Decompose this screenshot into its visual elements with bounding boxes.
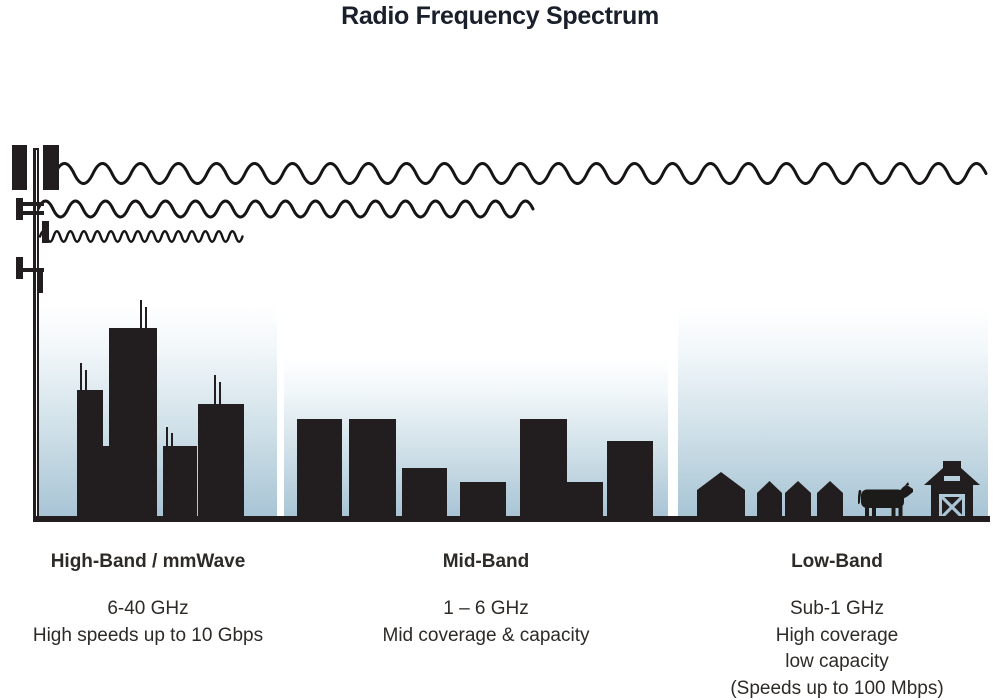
rooftop-antenna: [171, 433, 173, 447]
tower-crossbar: [16, 211, 44, 215]
building: [460, 482, 506, 520]
barn-door-crossbuck: [940, 495, 964, 519]
rooftop-antenna: [214, 375, 216, 405]
tower-crossbar: [16, 268, 44, 272]
tower-crossbar: [16, 202, 44, 206]
house-icon: [697, 472, 745, 520]
house-icon: [817, 481, 843, 520]
high-band-description: High speeds up to 10 Gbps: [32, 624, 264, 646]
antenna-element: [16, 198, 23, 220]
mid-band-description: Mid coverage & capacity: [382, 624, 590, 646]
high-band-frequency: 6-40 GHz: [107, 598, 189, 619]
low-band-description: (Speeds up to 100 Mbps): [730, 677, 944, 699]
building: [402, 468, 447, 520]
mid-band-label-group: Mid-Band 1 – 6 GHz Mid coverage & capaci…: [346, 551, 626, 649]
cow-leg: [872, 502, 876, 519]
low-band-title: Low-Band: [791, 551, 883, 572]
low-band-description: High coverage: [775, 624, 899, 646]
mid-band-title: Mid-Band: [442, 551, 530, 572]
house-icon: [757, 481, 782, 520]
barn-icon: [924, 461, 980, 520]
tower-pole-highlight: [35, 150, 37, 516]
antenna-element: [39, 272, 43, 293]
antenna-panel-left: [12, 145, 27, 190]
skyscraper: [198, 404, 244, 520]
rooftop-antenna: [80, 363, 82, 391]
radio-waves: [36, 162, 988, 243]
cow-leg: [891, 502, 896, 519]
cow-horn: [905, 482, 910, 486]
high-band-short-wave-icon: [38, 230, 244, 243]
high-band-title: High-Band / mmWave: [50, 551, 246, 572]
skyscraper: [109, 328, 157, 520]
mid-band-frequency: 1 – 6 GHz: [443, 598, 529, 619]
cow-head: [898, 485, 913, 499]
cow-tail: [858, 489, 862, 504]
rooftop-antenna: [85, 370, 87, 391]
building: [520, 419, 567, 520]
cow-body: [861, 489, 904, 508]
barn-silhouette: [924, 461, 980, 520]
house-icon: [785, 481, 811, 520]
high-band-label-group: High-Band / mmWave 6-40 GHz High speeds …: [8, 551, 288, 649]
house-icons: [697, 472, 843, 520]
antenna-panel-right: [43, 145, 59, 190]
rooftop-antenna: [145, 307, 147, 329]
cow-leg: [865, 502, 869, 519]
low-band-label-group: Low-Band Sub-1 GHz High coverage low cap…: [697, 551, 977, 700]
building: [349, 419, 396, 520]
skyscraper: [77, 390, 103, 520]
building: [607, 441, 653, 520]
rooftop-antenna: [219, 382, 221, 405]
low-band-description: low capacity: [785, 651, 889, 672]
skyscraper: [103, 446, 111, 520]
building: [567, 482, 603, 520]
skyscraper: [163, 446, 197, 520]
rooftop-antenna: [140, 300, 142, 329]
cow-icon: [858, 482, 913, 519]
low-band-long-wave-icon: [53, 162, 988, 185]
antenna-element: [42, 221, 49, 243]
rooftop-antenna: [166, 427, 168, 447]
building: [297, 419, 342, 520]
page-title: Radio Frequency Spectrum: [341, 2, 659, 30]
ground-line: [33, 516, 990, 522]
low-band-frequency: Sub-1 GHz: [790, 598, 884, 619]
mid-band-wave-icon: [36, 199, 535, 219]
cow-leg: [898, 502, 903, 519]
